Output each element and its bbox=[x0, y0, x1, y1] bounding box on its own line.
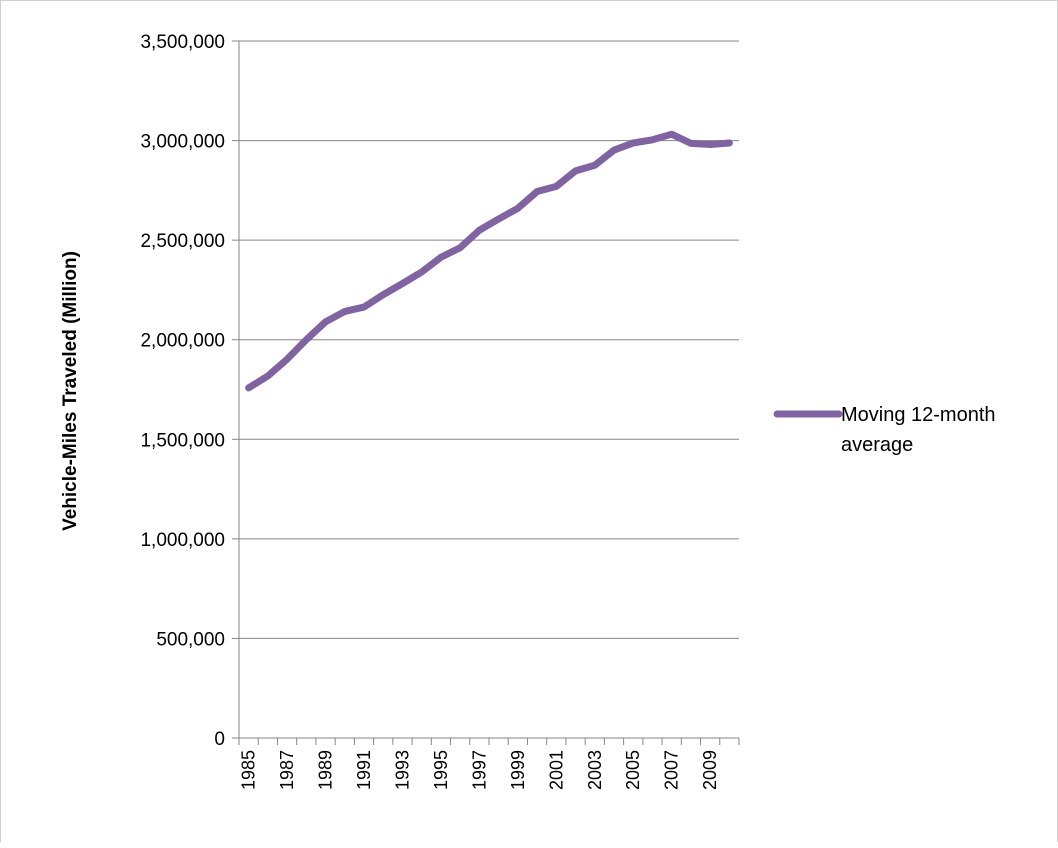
axes bbox=[238, 41, 740, 745]
x-tick-label: 1987 bbox=[277, 750, 297, 790]
y-tick-label: 500,000 bbox=[156, 629, 225, 650]
x-tick-label: 2009 bbox=[700, 750, 720, 790]
gridlines bbox=[232, 40, 739, 739]
y-tick-label: 3,500,000 bbox=[140, 32, 225, 53]
series-line bbox=[245, 130, 733, 392]
y-tick-label: 0 bbox=[214, 729, 225, 750]
x-tick-label: 1995 bbox=[431, 750, 451, 790]
y-tick-label: 2,500,000 bbox=[140, 231, 225, 252]
legend-label: Moving 12-month average bbox=[841, 404, 996, 456]
legend: Moving 12-month average bbox=[773, 404, 996, 456]
x-tick-label: 2001 bbox=[546, 750, 566, 790]
y-tick-label: 1,000,000 bbox=[140, 530, 225, 551]
x-tick-label: 2005 bbox=[623, 750, 643, 790]
y-tick-labels: 0 500,000 1,000,000 1,500,000 2,000,000 2,500… bbox=[140, 32, 225, 750]
x-tick-label: 2003 bbox=[585, 750, 605, 790]
x-tick-label: 1997 bbox=[469, 750, 489, 790]
y-tick-label: 2,000,000 bbox=[140, 331, 225, 352]
x-tick-label: 1985 bbox=[239, 750, 259, 790]
y-tick-label: 1,500,000 bbox=[140, 430, 225, 451]
x-tick-label: 1993 bbox=[392, 750, 412, 790]
y-axis-label: Vehicle-Miles Traveled (Million) bbox=[60, 251, 81, 531]
x-tick-label: 1991 bbox=[354, 750, 374, 790]
x-tick-label: 1989 bbox=[316, 750, 336, 790]
y-tick-label: 3,000,000 bbox=[140, 132, 225, 153]
x-tick-label: 2007 bbox=[662, 750, 682, 790]
series-layer bbox=[245, 130, 733, 392]
x-tick-labels: 1985 1987 1989 1991 1993 1995 1997 1999 2001 2003… bbox=[239, 750, 721, 790]
x-tick-label: 1999 bbox=[508, 750, 528, 790]
